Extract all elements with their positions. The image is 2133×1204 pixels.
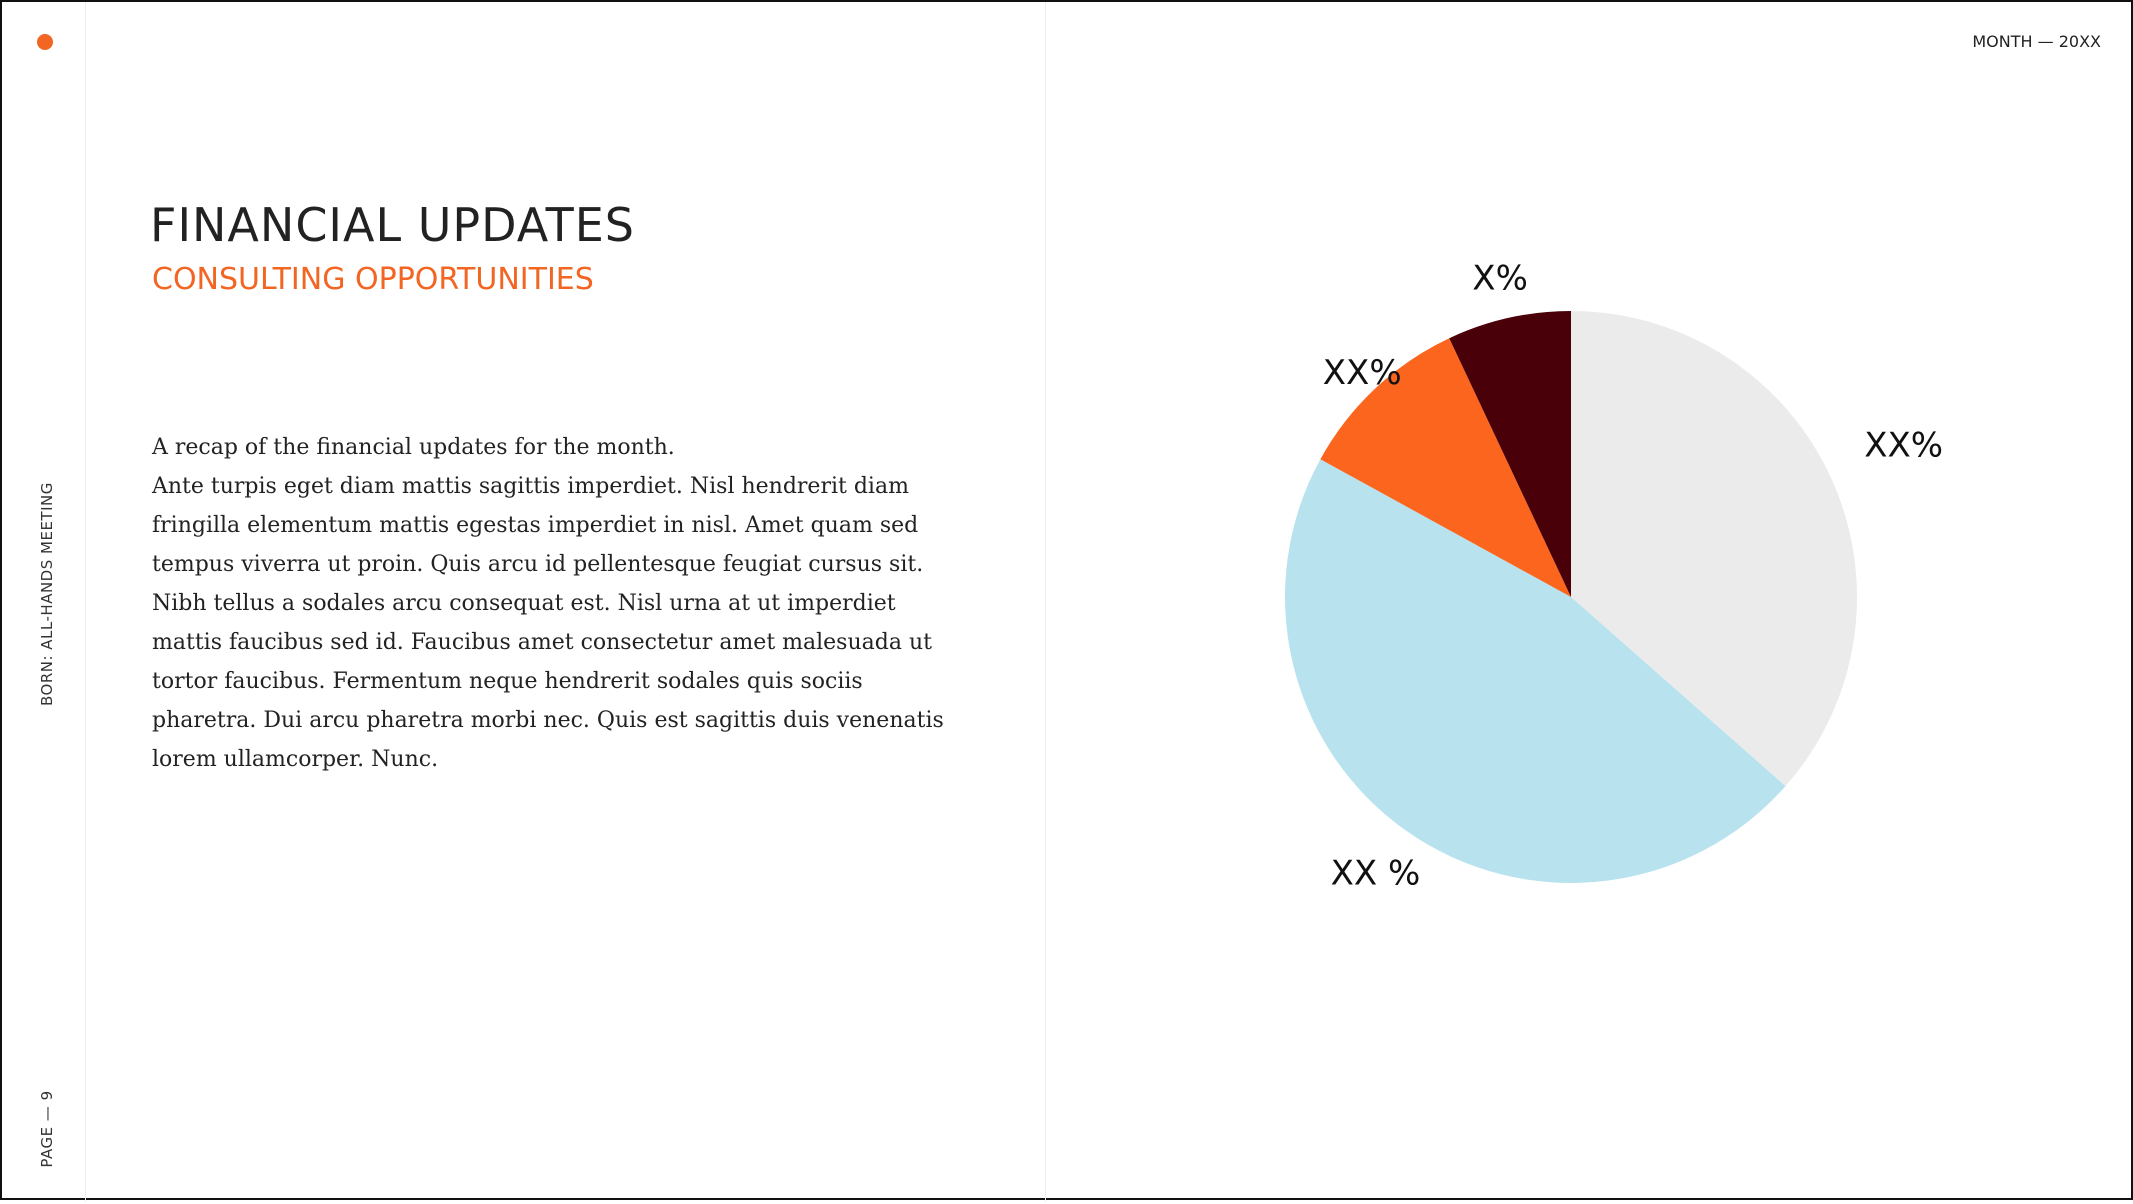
- sidebar: BORN: ALL-HANDS MEETING PAGE — 9: [2, 2, 86, 1202]
- date-label: MONTH — 20XX: [1972, 32, 2101, 51]
- intro-text: A recap of the financial updates for the…: [152, 435, 675, 460]
- pie-label-1: XX%: [1864, 425, 1943, 465]
- accent-dot-icon: [37, 34, 53, 50]
- pie-slice-2: [1285, 459, 1786, 883]
- pie-chart: XX% XX % XX% X%: [1182, 222, 1982, 962]
- page-title: FINANCIAL UPDATES: [150, 198, 635, 252]
- body-text: A recap of the financial updates for the…: [152, 428, 952, 779]
- column-divider: [1045, 2, 1046, 1202]
- pie-label-4: X%: [1472, 258, 1528, 298]
- page-subtitle: CONSULTING OPPORTUNITIES: [152, 262, 594, 297]
- pie-slice-3: [1320, 338, 1571, 597]
- page-number: PAGE — 9: [38, 1090, 56, 1168]
- pie-slice-1: [1571, 311, 1857, 787]
- pie-chart-svg: XX% XX % XX% X%: [1285, 258, 1943, 894]
- pie-label-2: XX %: [1331, 854, 1421, 894]
- meeting-label: BORN: ALL-HANDS MEETING: [38, 482, 56, 706]
- pie-label-3: XX%: [1323, 353, 1402, 393]
- paragraph-text: Ante turpis eget diam mattis sagittis im…: [152, 474, 944, 772]
- pie-slice-4: [1449, 311, 1571, 597]
